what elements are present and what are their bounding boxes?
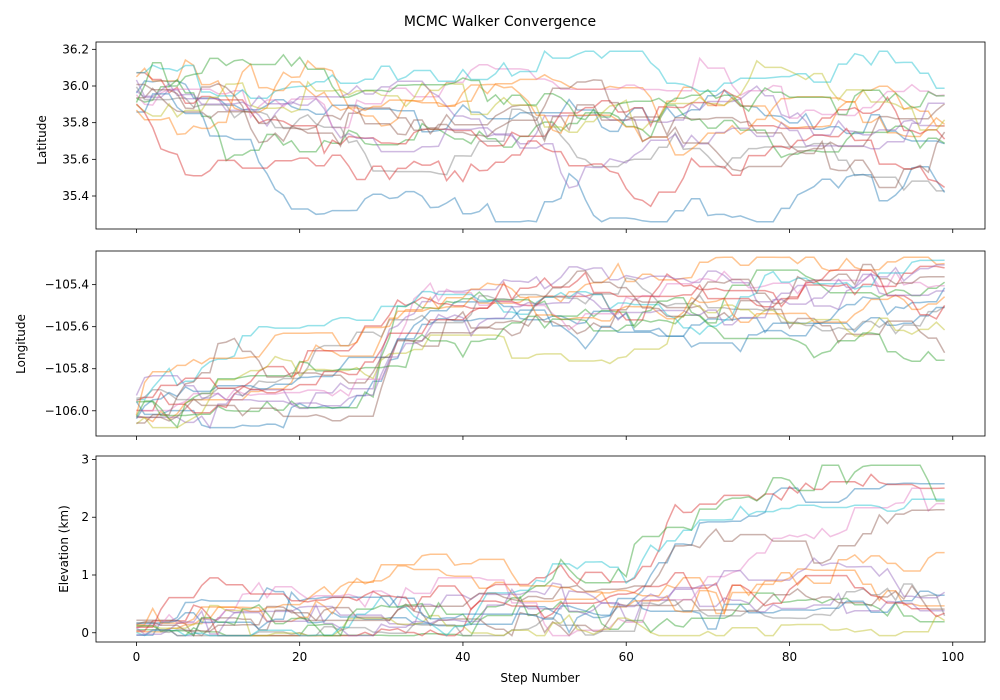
y-tick-label: −105.8 — [45, 362, 89, 376]
walker-line-12 — [135, 296, 945, 429]
y-tick-label: 0 — [81, 626, 89, 640]
walker-line-13 — [135, 103, 946, 208]
x-tick-label: 20 — [292, 650, 307, 664]
x-tick-label: 100 — [941, 650, 964, 664]
walker-line-9 — [136, 259, 945, 401]
walker-line-12 — [136, 464, 945, 637]
ylabel-latitude: Latitude — [35, 115, 49, 164]
panel-latitude: Latitude 35.4 35.6 35.8 36.0 36.2 — [35, 41, 986, 233]
walker-line-10 — [136, 590, 945, 630]
chart-title: MCMC Walker Convergence — [404, 14, 596, 30]
walker-line-14 — [135, 272, 945, 407]
walker-line-3 — [136, 71, 946, 155]
y-tick-label: −106.0 — [45, 404, 89, 418]
walker-line-7 — [135, 86, 945, 192]
walker-line-0 — [136, 482, 945, 637]
y-tick-label: −105.6 — [45, 320, 89, 334]
walker-line-0 — [135, 79, 945, 145]
axes-frame — [95, 250, 986, 437]
walker-line-7 — [136, 277, 945, 401]
walker-line-9 — [136, 498, 945, 637]
walker-line-5 — [136, 584, 945, 637]
y-tick-label: 36.2 — [62, 42, 89, 56]
panel-elevation: Elevation (km) 0 1 2 3 0 20 40 60 80 100 — [57, 452, 986, 664]
walker-line-13 — [136, 269, 946, 402]
walker-line-9 — [136, 49, 945, 100]
y-tick-label: 36.0 — [62, 79, 89, 93]
walker-line-12 — [135, 53, 945, 121]
axes-frame — [95, 455, 986, 643]
walker-line-1 — [135, 58, 946, 138]
x-tick-label: 60 — [619, 650, 634, 664]
xlabel: Step Number — [500, 671, 579, 685]
walker-line-15 — [136, 509, 945, 633]
ylabel-longitude: Longitude — [14, 314, 28, 374]
walker-line-4 — [135, 582, 945, 637]
walker-line-0 — [135, 298, 945, 429]
walker-line-11 — [135, 282, 946, 416]
walker-line-6 — [136, 487, 945, 637]
walker-line-5 — [136, 87, 946, 152]
walker-line-4 — [136, 264, 945, 430]
walker-traces — [135, 464, 946, 637]
y-tick-label: 35.6 — [62, 152, 89, 166]
walker-line-7 — [136, 583, 946, 637]
walker-line-4 — [135, 85, 945, 153]
ylabel-elevation: Elevation (km) — [57, 505, 71, 593]
walker-line-11 — [136, 551, 945, 626]
walker-traces — [135, 49, 946, 223]
x-tick-label: 40 — [455, 650, 470, 664]
walker-line-10 — [136, 93, 946, 223]
walker-line-6 — [135, 56, 945, 129]
walker-line-8 — [135, 59, 946, 133]
walker-line-1 — [136, 256, 945, 423]
walker-line-15 — [136, 263, 945, 424]
y-tick-label: −105.4 — [45, 278, 89, 292]
walker-line-3 — [136, 473, 945, 637]
y-tick-label: 1 — [81, 568, 89, 582]
walker-line-15 — [136, 79, 946, 189]
axes-frame — [95, 41, 986, 230]
walker-line-14 — [135, 79, 945, 189]
walker-line-5 — [136, 298, 946, 422]
panel-longitude: Longitude −106.0 −105.8 −105.6 −105.4 — [14, 250, 986, 440]
walker-line-2 — [136, 78, 945, 162]
walker-line-1 — [136, 565, 945, 633]
walker-line-13 — [136, 571, 945, 629]
y-tick-label: 2 — [81, 510, 89, 524]
walker-line-6 — [136, 270, 945, 412]
walker-line-2 — [136, 269, 946, 417]
walker-line-14 — [136, 557, 946, 637]
walker-traces — [135, 256, 946, 430]
y-tick-label: 35.4 — [62, 189, 89, 203]
walker-line-10 — [135, 287, 946, 420]
walker-line-8 — [135, 301, 946, 429]
walker-line-3 — [136, 265, 945, 414]
x-tick-label: 0 — [133, 650, 141, 664]
walker-line-11 — [135, 62, 945, 156]
x-tick-label: 80 — [782, 650, 797, 664]
y-tick-label: 35.8 — [62, 116, 89, 130]
walker-line-2 — [136, 592, 945, 637]
y-tick-label: 3 — [81, 452, 89, 466]
walker-line-8 — [136, 604, 946, 637]
